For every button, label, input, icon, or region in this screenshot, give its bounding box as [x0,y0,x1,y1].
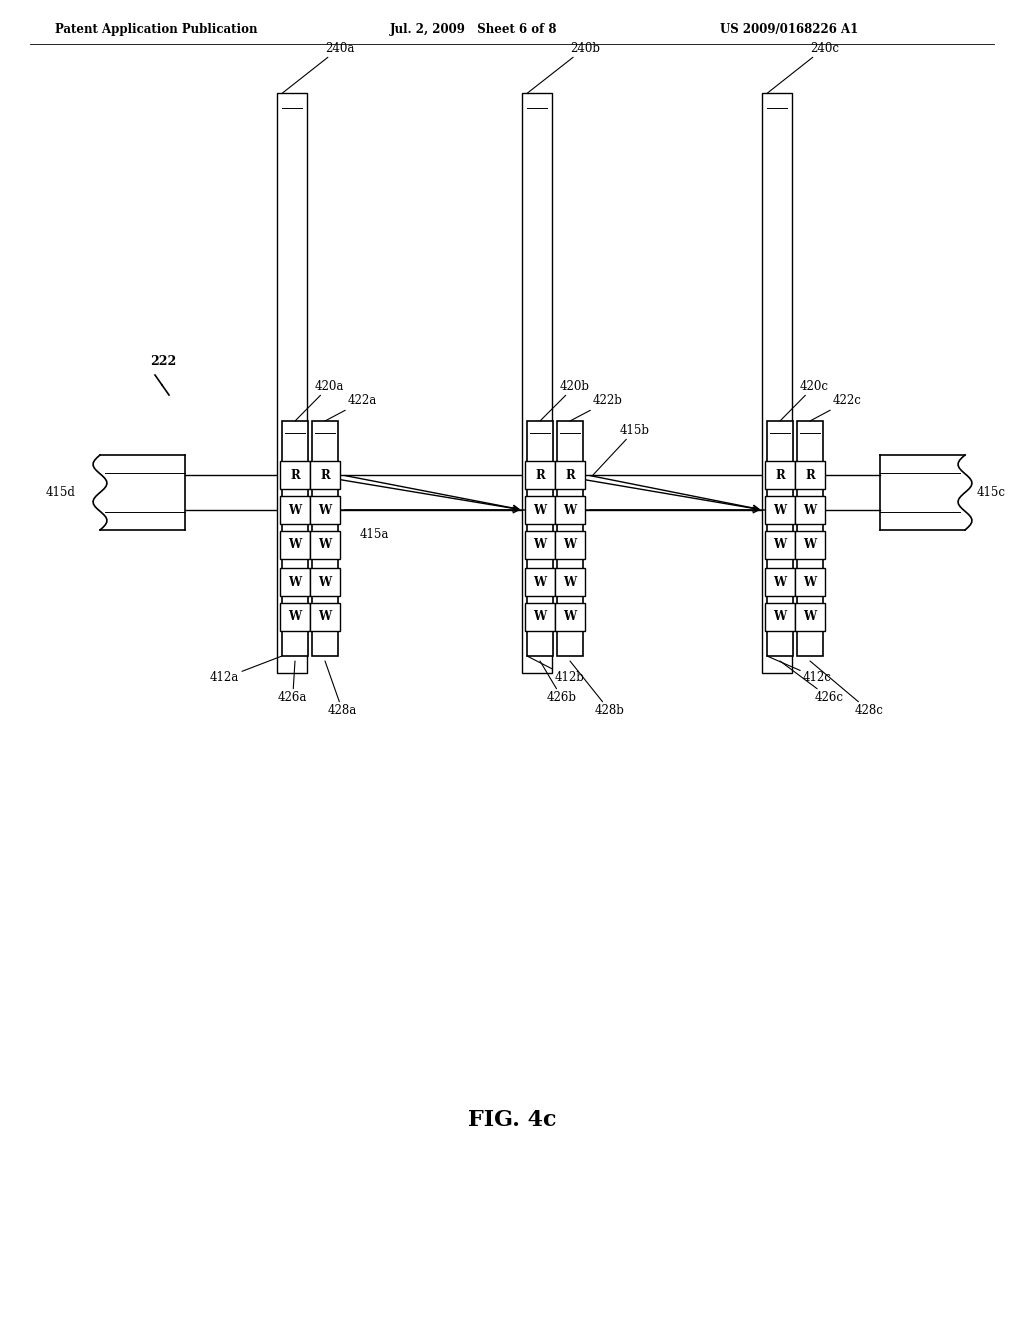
Text: W: W [289,503,302,516]
Bar [765,531,795,558]
Text: 422c: 422c [810,395,862,421]
Text: W: W [563,576,577,589]
Text: W: W [318,539,332,552]
Text: 412a: 412a [210,656,282,685]
Text: 428c: 428c [810,661,884,718]
Bar [555,461,585,488]
Bar [765,568,795,597]
Text: W: W [563,503,577,516]
Text: 415b: 415b [593,424,650,475]
Text: W: W [773,539,786,552]
Bar [525,461,555,488]
Bar [555,531,585,558]
Bar [310,531,340,558]
Bar [795,603,825,631]
Text: 420b: 420b [540,380,590,421]
Bar [557,421,583,656]
Bar [795,461,825,488]
Bar [525,531,555,558]
Text: W: W [773,503,786,516]
Bar [765,496,795,524]
Text: W: W [318,576,332,589]
Text: 240a: 240a [283,41,354,92]
Text: 415a: 415a [360,528,389,541]
Bar [555,603,585,631]
Text: W: W [318,503,332,516]
Text: 428a: 428a [325,661,357,718]
Text: W: W [534,576,547,589]
Bar [762,92,792,673]
Text: W: W [563,610,577,623]
Bar [795,531,825,558]
Text: 426a: 426a [278,661,307,705]
Text: R: R [775,469,784,482]
Text: W: W [318,610,332,623]
Text: 415c: 415c [977,486,1006,499]
Bar [280,531,310,558]
Text: R: R [290,469,300,482]
Bar [795,568,825,597]
Text: W: W [289,576,302,589]
Text: W: W [804,539,816,552]
Text: W: W [804,610,816,623]
Bar [525,603,555,631]
Bar [276,92,306,673]
Text: W: W [773,576,786,589]
Text: 240b: 240b [527,41,600,92]
Text: W: W [289,539,302,552]
Bar [312,421,338,656]
Text: 412c: 412c [767,656,831,685]
Text: R: R [805,469,815,482]
Text: 422a: 422a [325,395,377,421]
Text: 420a: 420a [295,380,344,421]
Text: W: W [534,539,547,552]
Text: W: W [563,539,577,552]
Text: 428b: 428b [570,661,625,718]
Bar [282,421,308,656]
Bar [310,568,340,597]
Bar [555,496,585,524]
Text: W: W [804,576,816,589]
Bar [797,421,823,656]
Bar [765,603,795,631]
Text: 422b: 422b [570,395,623,421]
Bar [280,568,310,597]
Bar [525,496,555,524]
Bar [310,461,340,488]
Text: 240c: 240c [768,41,839,92]
Bar [795,496,825,524]
Text: R: R [321,469,330,482]
Bar [521,92,552,673]
Text: Patent Application Publication: Patent Application Publication [55,24,257,37]
Text: US 2009/0168226 A1: US 2009/0168226 A1 [720,24,858,37]
Bar [310,603,340,631]
Bar [280,603,310,631]
Text: 222: 222 [150,355,176,368]
Text: FIG. 4c: FIG. 4c [468,1109,556,1131]
Text: Jul. 2, 2009   Sheet 6 of 8: Jul. 2, 2009 Sheet 6 of 8 [390,24,557,37]
Bar [280,496,310,524]
Text: W: W [534,610,547,623]
Text: 412b: 412b [527,656,585,685]
Text: R: R [565,469,574,482]
Bar [527,421,553,656]
Bar [555,568,585,597]
Text: 420c: 420c [780,380,829,421]
Bar [525,568,555,597]
Text: 415d: 415d [45,486,75,499]
Bar [767,421,793,656]
Text: W: W [534,503,547,516]
Text: W: W [773,610,786,623]
Text: 426b: 426b [540,661,577,705]
Text: W: W [804,503,816,516]
Bar [310,496,340,524]
Text: W: W [289,610,302,623]
Bar [765,461,795,488]
Bar [280,461,310,488]
Text: 426c: 426c [780,661,844,705]
Text: R: R [536,469,545,482]
